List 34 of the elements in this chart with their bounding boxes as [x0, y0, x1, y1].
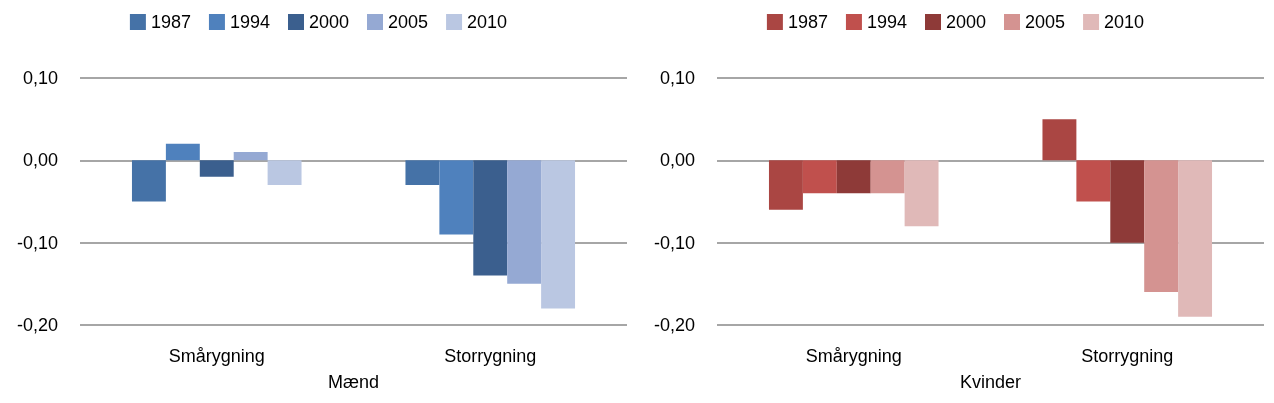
bar: [131, 160, 166, 202]
legend-label: 1987: [150, 12, 191, 32]
x-tick-label: Smårygning: [805, 346, 902, 366]
bar: [439, 160, 474, 235]
y-tick-label: -0,10: [16, 232, 58, 253]
bar: [233, 152, 268, 161]
legend-label: 1987: [787, 12, 828, 32]
legend-label: 2010: [1104, 12, 1145, 32]
x-axis-title: Kvinder: [959, 372, 1022, 392]
y-tick-label: 0,00: [659, 150, 695, 171]
legend-label: 1994: [229, 12, 270, 32]
y-tick-label: 0,00: [22, 150, 58, 171]
legend-label: 2000: [308, 12, 350, 32]
legend-label: 2005: [388, 12, 429, 32]
x-tick-label: Storrygning: [1081, 346, 1174, 366]
y-tick-label: 0,10: [659, 68, 695, 88]
bar: [405, 160, 440, 186]
x-axis-title: Mænd: [327, 372, 380, 392]
legend-label: 1994: [866, 12, 907, 32]
bar: [199, 160, 234, 177]
bar: [473, 160, 508, 276]
legend-label: 2005: [1025, 12, 1066, 32]
y-tick-label: -0,20: [653, 315, 695, 335]
bar: [267, 160, 302, 186]
legend-label: 2000: [945, 12, 987, 32]
x-tick-label: Storrygning: [444, 346, 537, 366]
y-tick-label: -0,10: [653, 232, 695, 253]
legend-label: 2010: [467, 12, 508, 32]
y-tick-label: -0,20: [16, 315, 58, 335]
bar: [541, 160, 576, 309]
x-tick-label: Smårygning: [168, 346, 265, 366]
bar: [165, 143, 200, 161]
bar: [507, 160, 542, 284]
y-tick-label: 0,10: [22, 68, 58, 88]
